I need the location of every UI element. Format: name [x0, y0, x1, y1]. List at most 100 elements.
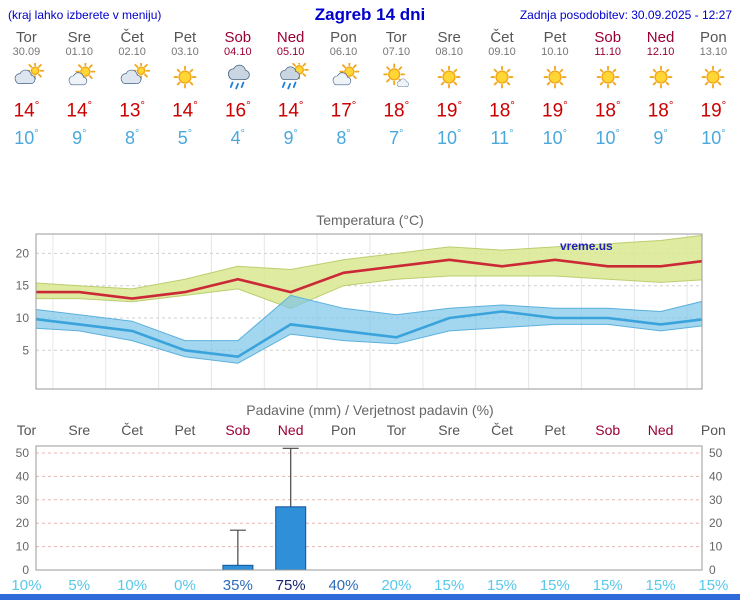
min-temperature: 8° — [336, 128, 351, 149]
max-temperature: 14° — [277, 100, 304, 122]
forecast-day-11: Pet 10.10 19° 10° — [528, 29, 581, 149]
max-temperature: 18° — [594, 100, 621, 122]
day-date: 12.10 — [646, 46, 675, 58]
max-temperature: 14° — [66, 100, 93, 122]
forecast-day-4: Pet 03.10 14° 5° — [159, 30, 212, 149]
svg-text:5: 5 — [22, 343, 29, 357]
sun-rain-icon — [264, 60, 317, 93]
location-menu-hint[interactable]: (kraj lahko izberete v meniju) — [8, 8, 162, 22]
page-title: Zagreb 14 dni — [314, 5, 426, 24]
forecast-day-10: Čet 09.10 18° 11° — [476, 29, 529, 149]
svg-text:40: 40 — [709, 469, 723, 483]
min-temperature: 10° — [595, 128, 620, 149]
header: (kraj lahko izberete v meniju) Zagreb 14… — [0, 5, 740, 29]
precip-probability: 15% — [592, 577, 623, 594]
day-name: Pon — [700, 29, 727, 46]
max-temperature: 14° — [13, 100, 40, 122]
forecast-day-1: Tor 30.09 14° 10° — [0, 30, 53, 148]
day-name: Sob — [594, 29, 622, 46]
max-temperature: 19° — [700, 100, 727, 122]
min-temperature: 7° — [389, 128, 404, 149]
min-temperature: 10° — [14, 128, 39, 149]
precip-probability: 20% — [381, 577, 412, 594]
day-date: 01.10 — [65, 46, 94, 58]
sunny-icon — [476, 63, 529, 93]
precip-probability: 0% — [174, 577, 196, 594]
max-temperature: 16° — [224, 100, 251, 122]
day-date: 08.10 — [435, 46, 463, 58]
min-temperature: 5° — [177, 128, 193, 149]
precip-probability: 15% — [539, 577, 570, 594]
cloudy-icon — [0, 61, 53, 93]
precip-day-label: Sob — [225, 422, 251, 438]
svg-text:10: 10 — [709, 540, 723, 554]
forecast-day-14: Pon 13.10 19° 10° — [687, 29, 740, 149]
precip-probability: 40% — [328, 577, 359, 594]
precip-day-label: Pon — [700, 422, 726, 438]
day-name: Sob — [224, 29, 252, 46]
precip-day-label: Pet — [544, 422, 566, 438]
svg-text:20: 20 — [16, 246, 30, 260]
partly-cloudy-icon — [53, 61, 106, 93]
precip-day-label: Pon — [331, 422, 356, 438]
min-temperature: 9° — [653, 128, 668, 149]
svg-text:15: 15 — [16, 279, 30, 293]
precip-probability: 75% — [275, 577, 306, 594]
min-temperature: 4° — [230, 128, 245, 149]
forecast-day-8: Tor 07.10 18° 7° — [370, 29, 423, 149]
cloudy-icon — [106, 61, 159, 93]
day-date: 07.10 — [382, 46, 411, 58]
precip-probability: 10% — [11, 577, 42, 594]
day-date: 05.10 — [276, 46, 305, 58]
max-temperature: 18° — [489, 100, 515, 122]
day-name: Pon — [330, 29, 357, 46]
sunny-icon — [528, 63, 581, 93]
max-temperature: 19° — [436, 100, 463, 122]
svg-text:20: 20 — [16, 516, 30, 530]
sunny-icon — [634, 63, 687, 93]
precip-day-label: Čet — [491, 422, 513, 438]
precip-probability: 5% — [68, 577, 91, 594]
forecast-day-7: Pon 06.10 17° 8° — [317, 30, 370, 148]
forecast-day-9: Sre 08.10 19° 10° — [423, 29, 476, 149]
day-name: Sre — [67, 29, 91, 46]
day-name: Čet — [490, 29, 514, 46]
day-name: Tor — [385, 29, 407, 46]
temperature-chart-svg: 5 10 15 20 vreme.us — [16, 233, 703, 390]
day-date: 11.10 — [594, 46, 622, 58]
precipitation-chart-svg: 0 0 10 10 20 20 30 30 40 40 50 50 — [16, 445, 723, 577]
min-temperature: 10° — [701, 128, 726, 149]
rain-icon — [211, 63, 264, 93]
sunny-icon — [581, 63, 634, 93]
precip-probability: 10% — [117, 577, 148, 594]
day-date: 03.10 — [171, 46, 199, 58]
partly-cloudy-icon — [317, 61, 370, 93]
max-temperature: 18° — [383, 100, 410, 122]
day-date: 02.10 — [118, 46, 146, 58]
precipitation-chart: 0 0 10 10 20 20 30 30 40 40 50 50 — [0, 442, 740, 577]
day-date: 30.09 — [12, 46, 41, 58]
day-name: Sre — [437, 29, 461, 46]
day-name: Tor — [16, 29, 37, 46]
precipitation-chart-title: Padavine (mm) / Verjetnost padavin (%) — [246, 402, 494, 418]
precip-day-label: Tor — [386, 422, 407, 438]
svg-text:0: 0 — [709, 563, 716, 576]
max-temperature: 19° — [542, 100, 568, 122]
mostly-sunny-icon — [370, 63, 423, 93]
sunny-icon — [159, 63, 212, 93]
day-name: Čet — [120, 29, 144, 46]
svg-text:10: 10 — [16, 540, 30, 554]
max-temperature: 13° — [119, 100, 145, 122]
sunny-icon — [687, 63, 740, 93]
svg-text:30: 30 — [709, 493, 723, 507]
precip-day-label: Sob — [595, 422, 621, 438]
precip-probability: 35% — [222, 577, 253, 594]
sunny-icon — [423, 63, 476, 93]
svg-text:10: 10 — [16, 311, 30, 325]
day-date: 04.10 — [224, 46, 252, 58]
last-update-label: Zadnja posodobitev: 30.09.2025 - 12:27 — [519, 8, 732, 22]
day-name: Pet — [543, 29, 567, 46]
svg-text:20: 20 — [709, 516, 723, 530]
day-date: 09.10 — [488, 46, 516, 58]
